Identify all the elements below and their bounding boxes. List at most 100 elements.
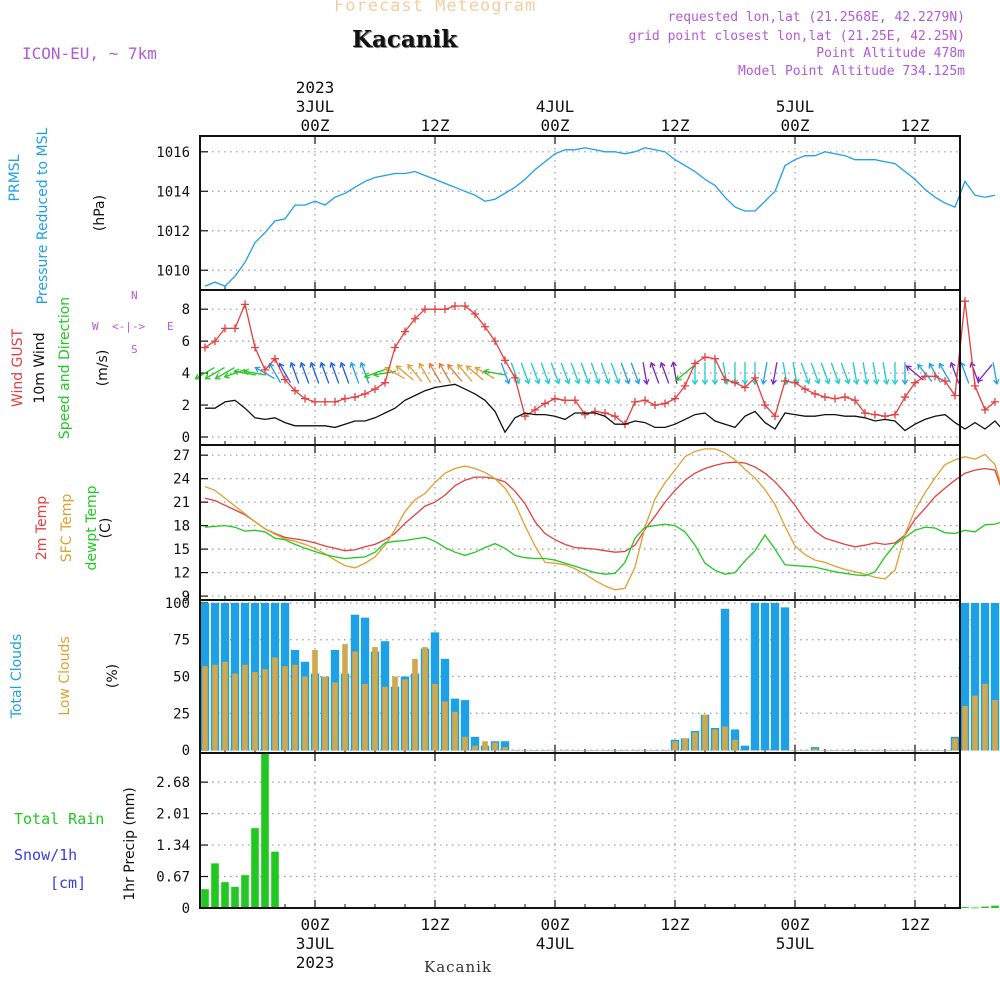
wind-arrow-head xyxy=(232,368,240,376)
wind-arrow-head xyxy=(834,378,841,385)
time-label-bottom: 5JUL xyxy=(776,934,815,953)
bar-rain xyxy=(981,906,989,908)
wind-arrow xyxy=(396,365,414,381)
compass-north: N xyxy=(131,289,138,302)
wind-arrow-head xyxy=(949,361,956,368)
bar-low-clouds xyxy=(682,738,688,751)
wind-arrow-head xyxy=(465,365,472,371)
bar-low-clouds xyxy=(832,750,838,751)
bar-low-clouds xyxy=(632,750,638,751)
wind-arrow xyxy=(224,368,246,378)
bar-low-clouds xyxy=(512,750,518,751)
time-label-top: 4JUL xyxy=(536,97,575,116)
gust-marker xyxy=(721,375,729,384)
wind-arrow-head xyxy=(901,379,909,386)
tick-label-y: 2 xyxy=(182,398,190,414)
gust-marker xyxy=(651,401,659,410)
wind-arrow xyxy=(500,362,510,384)
bar-low-clouds xyxy=(782,750,788,751)
wind-arrow-head xyxy=(649,361,656,368)
gust-marker xyxy=(221,324,229,333)
panel-precip: 0 0.67 1.34 2.01 2.68 xyxy=(156,753,999,917)
gust-marker xyxy=(501,356,509,365)
gust-marker xyxy=(671,394,679,403)
wind-arrow-head xyxy=(289,361,296,368)
wind-arrow xyxy=(642,362,648,385)
gust-marker xyxy=(491,337,499,346)
bar-low-clouds xyxy=(652,750,658,751)
bar-low-clouds xyxy=(822,750,828,751)
wind-arrow xyxy=(992,362,998,385)
tick-label-y: 6 xyxy=(182,334,190,350)
wind-arrow-head xyxy=(804,378,811,385)
bar-low-clouds xyxy=(612,750,618,751)
bar-low-clouds xyxy=(362,683,368,751)
tick-label-y: 27 xyxy=(173,448,190,464)
gust-marker xyxy=(831,394,839,403)
wind-arrow xyxy=(350,362,360,384)
gust-marker xyxy=(791,378,799,387)
wind-arrow-head xyxy=(457,363,463,370)
time-label-bottom: 12Z xyxy=(661,915,690,934)
gust-marker xyxy=(941,377,949,386)
bar-low-clouds xyxy=(802,750,808,751)
bar-low-clouds xyxy=(952,738,958,751)
time-label-top: 12Z xyxy=(901,116,930,135)
bar-total-clouds xyxy=(500,741,510,751)
faded-title: Forecast Meteogram xyxy=(334,0,537,16)
gust-marker xyxy=(441,305,449,314)
wind-arrow xyxy=(950,362,960,384)
wind-arrow-head xyxy=(319,361,326,368)
wind-arrow-head xyxy=(643,379,650,386)
wind-arrow xyxy=(234,370,256,376)
tick-label-y: 100 xyxy=(165,596,190,612)
wind-arrow xyxy=(438,363,452,383)
gust-marker xyxy=(481,322,489,331)
bar-low-clouds xyxy=(942,750,948,751)
gust-marker xyxy=(701,353,709,362)
footer-station: Kacanik xyxy=(424,958,493,976)
gust-marker xyxy=(411,314,419,323)
bar-total-clouds xyxy=(750,602,760,751)
wind-arrow-head xyxy=(604,378,611,385)
gust-marker xyxy=(511,373,519,382)
station-title: Kacanik xyxy=(352,26,458,53)
wind-arrow xyxy=(560,362,570,384)
wind-arrow xyxy=(360,362,370,384)
bar-low-clouds xyxy=(392,676,398,751)
wind-arrow xyxy=(244,370,266,376)
gust-marker xyxy=(581,410,589,419)
wind-arrow xyxy=(650,362,660,384)
wind-arrow xyxy=(510,362,520,384)
tick-label-y: 18 xyxy=(173,519,190,535)
wind-arrow xyxy=(570,362,580,384)
gust-marker xyxy=(681,381,689,390)
series-line-sfc-temp xyxy=(204,448,1000,591)
wind-arrow-head xyxy=(349,361,356,368)
wind-arrow-head xyxy=(214,373,221,380)
gust-marker xyxy=(341,394,349,403)
wind-arrow-head xyxy=(770,379,777,386)
bar-low-clouds xyxy=(312,650,318,751)
wind-arrow-head xyxy=(223,372,230,379)
gust-marker xyxy=(871,410,879,419)
tick-label-y: 0 xyxy=(182,901,190,917)
wind-arrow xyxy=(550,362,560,384)
wind-arrow xyxy=(830,362,840,384)
tick-label-y: 0.67 xyxy=(156,870,190,886)
bar-low-clouds xyxy=(222,661,228,751)
bar-low-clouds xyxy=(212,664,218,751)
gust-marker xyxy=(811,389,819,398)
wind-arrow xyxy=(820,362,830,384)
precip-legend-rain: Total Rain xyxy=(14,810,105,828)
wind-arrow-head xyxy=(395,365,402,371)
series-line-dewpt-temp xyxy=(204,521,1000,577)
wind-arrow xyxy=(418,363,432,383)
gust-marker xyxy=(731,378,739,387)
tick-label-y: 1010 xyxy=(156,263,190,279)
bar-low-clouds xyxy=(642,750,648,751)
bar-low-clouds xyxy=(912,750,918,751)
wind-arrow xyxy=(852,362,858,385)
wind-arrow xyxy=(475,367,495,380)
gust-marker xyxy=(381,378,389,387)
